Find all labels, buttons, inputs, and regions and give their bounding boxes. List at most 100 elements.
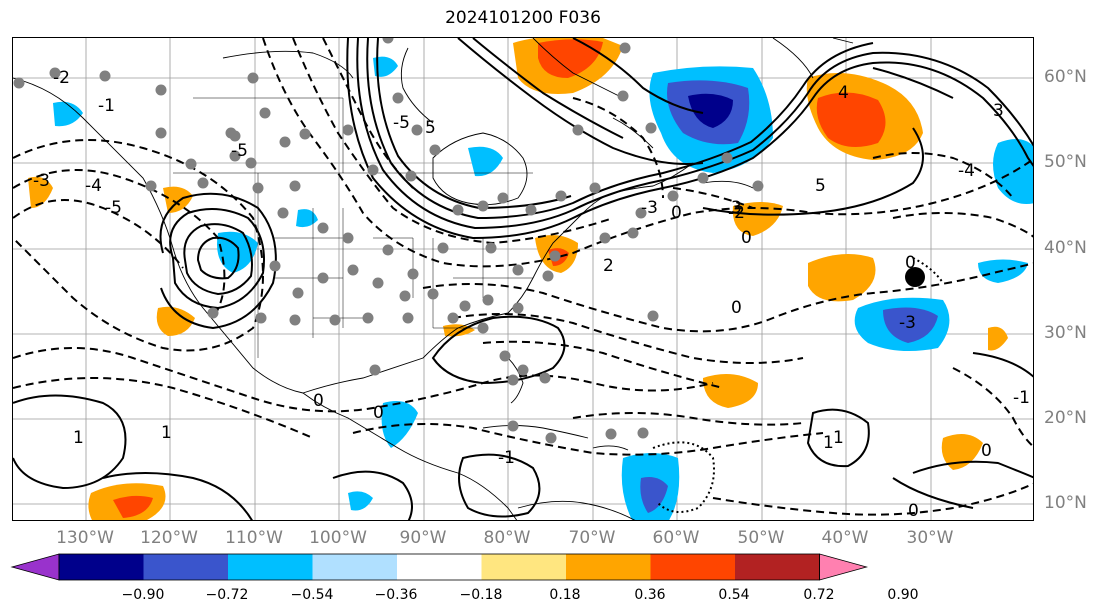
shade-pos-greenland-core — [538, 39, 603, 78]
lon-label: 110°W — [225, 528, 283, 548]
shade-pos-nova — [732, 202, 783, 236]
colorbar — [10, 553, 869, 581]
contour-label: 0 — [908, 501, 919, 521]
contour-label: 0 — [905, 253, 916, 273]
shade-pos-pac-w — [156, 306, 195, 336]
colorbar-cell — [735, 554, 820, 580]
contour-label: 4 — [838, 83, 849, 103]
shade-pos-pacific-s-core — [113, 495, 153, 518]
contour-label: -1 — [1013, 388, 1030, 408]
shade-neg-labrador-dark — [688, 93, 733, 128]
colorbar-tick: −0.18 — [459, 587, 503, 603]
contour-label: -1 — [98, 96, 115, 116]
contour-label-group: -5 -5 -5 -4 -4 -3 -3 -2 -2 -1 -1 -1 0 0 … — [33, 68, 1030, 521]
contour-label: -2 — [728, 203, 745, 223]
colorbar-tick: −0.36 — [374, 587, 418, 603]
colorbar-tick: 0.18 — [549, 587, 581, 603]
shade-pos-atlantic-ne-core — [816, 92, 886, 147]
colorbar-tick: −0.72 — [205, 587, 249, 603]
shade-pos-subtrop — [703, 374, 758, 408]
contour-label: 0 — [981, 441, 992, 461]
colorbar-cell — [312, 554, 397, 580]
contour-label: -3 — [33, 171, 50, 191]
graticule — [13, 38, 1033, 520]
dotted-contours — [652, 257, 944, 513]
lon-label: 60°W — [652, 528, 700, 548]
colorbar-cell — [566, 554, 651, 580]
coastlines — [13, 38, 854, 520]
contour-label: 1 — [73, 428, 84, 448]
colorbar-tick: 0.72 — [803, 587, 835, 603]
shade-pos-east-atl — [988, 326, 1008, 351]
contour-label: 1 — [823, 433, 834, 453]
lon-label: 80°W — [483, 528, 531, 548]
shade-pos-midatl — [808, 254, 876, 302]
lon-label: 130°W — [56, 528, 114, 548]
marker-black-dot — [905, 267, 925, 287]
shade-neg-canada — [373, 56, 398, 77]
shade-neg-hudson — [468, 146, 503, 177]
contour-label: 2 — [603, 256, 614, 276]
colorbar-cell — [650, 554, 735, 580]
colorbar-tick: 0.36 — [634, 587, 666, 603]
lon-label: 70°W — [568, 528, 616, 548]
positive-shading — [28, 38, 1008, 520]
map-title: 2024101200 F036 — [445, 8, 601, 28]
lat-label: 10°N — [1044, 493, 1087, 513]
lat-label: 60°N — [1044, 67, 1087, 87]
contour-label: 0 — [373, 403, 384, 423]
contour-label: -4 — [85, 176, 102, 196]
shade-neg-east-atl — [993, 139, 1033, 204]
contour-label: 1 — [161, 423, 172, 443]
colorbar-tick: −0.90 — [121, 587, 165, 603]
map-plot[interactable]: -5 -5 -5 -4 -4 -3 -3 -2 -2 -1 -1 -1 0 0 … — [12, 37, 1034, 521]
political-borders — [173, 97, 533, 358]
contour-label: -5 — [105, 198, 122, 218]
lat-label: 30°N — [1044, 323, 1087, 343]
contour-label: 5 — [425, 118, 436, 138]
lat-label: 40°N — [1044, 238, 1087, 258]
lon-label: 100°W — [309, 528, 367, 548]
contour-label: -1 — [498, 448, 515, 468]
lon-label: 90°W — [399, 528, 447, 548]
colorbar-cell — [143, 554, 228, 580]
contour-label: 5 — [815, 176, 826, 196]
colorbar-cell — [397, 554, 482, 580]
lon-label: 120°W — [140, 528, 198, 548]
contour-label: -4 — [958, 161, 975, 181]
colorbar-extend-low — [10, 553, 60, 581]
contour-label: 0 — [731, 298, 742, 318]
contour-label: -3 — [899, 313, 916, 333]
shade-neg-camerica — [381, 400, 418, 448]
colorbar-cell — [228, 554, 313, 580]
shade-neg-sgulf — [348, 491, 373, 511]
shade-pos-westcoast — [28, 176, 53, 208]
lon-label: 50°W — [737, 528, 785, 548]
map-canvas: -5 -5 -5 -4 -4 -3 -3 -2 -2 -1 -1 -1 0 0 … — [13, 38, 1033, 521]
contour-label: 3 — [993, 101, 1004, 121]
lat-label: 20°N — [1044, 408, 1087, 428]
lon-label: 40°W — [821, 528, 869, 548]
shade-neg-caribbean-core — [640, 477, 668, 513]
lat-label: 50°N — [1044, 152, 1087, 172]
shade-pos-east — [941, 434, 983, 470]
colorbar-frame — [58, 553, 820, 581]
shade-neg-plains — [296, 209, 318, 228]
shade-pos-rockies — [163, 186, 193, 213]
contour-label: 3 — [731, 198, 742, 218]
station-markers — [13, 38, 764, 444]
contour-label: 1 — [833, 428, 844, 448]
colorbar-extend-high — [819, 553, 869, 581]
contour-label: 0 — [741, 228, 752, 248]
contour-label: -3 — [641, 198, 658, 218]
contour-label: 0 — [671, 203, 682, 223]
contour-label: -2 — [53, 68, 70, 88]
contour-label: -5 — [231, 141, 248, 161]
colorbar-cell — [59, 554, 144, 580]
colorbar-tick: −0.54 — [290, 587, 334, 603]
shade-neg-alaska — [53, 101, 83, 127]
shade-neg-midatl-core — [883, 307, 938, 343]
lon-label: 30°W — [906, 528, 954, 548]
contour-label: -5 — [393, 113, 410, 133]
colorbar-tick: 0.90 — [887, 587, 919, 603]
